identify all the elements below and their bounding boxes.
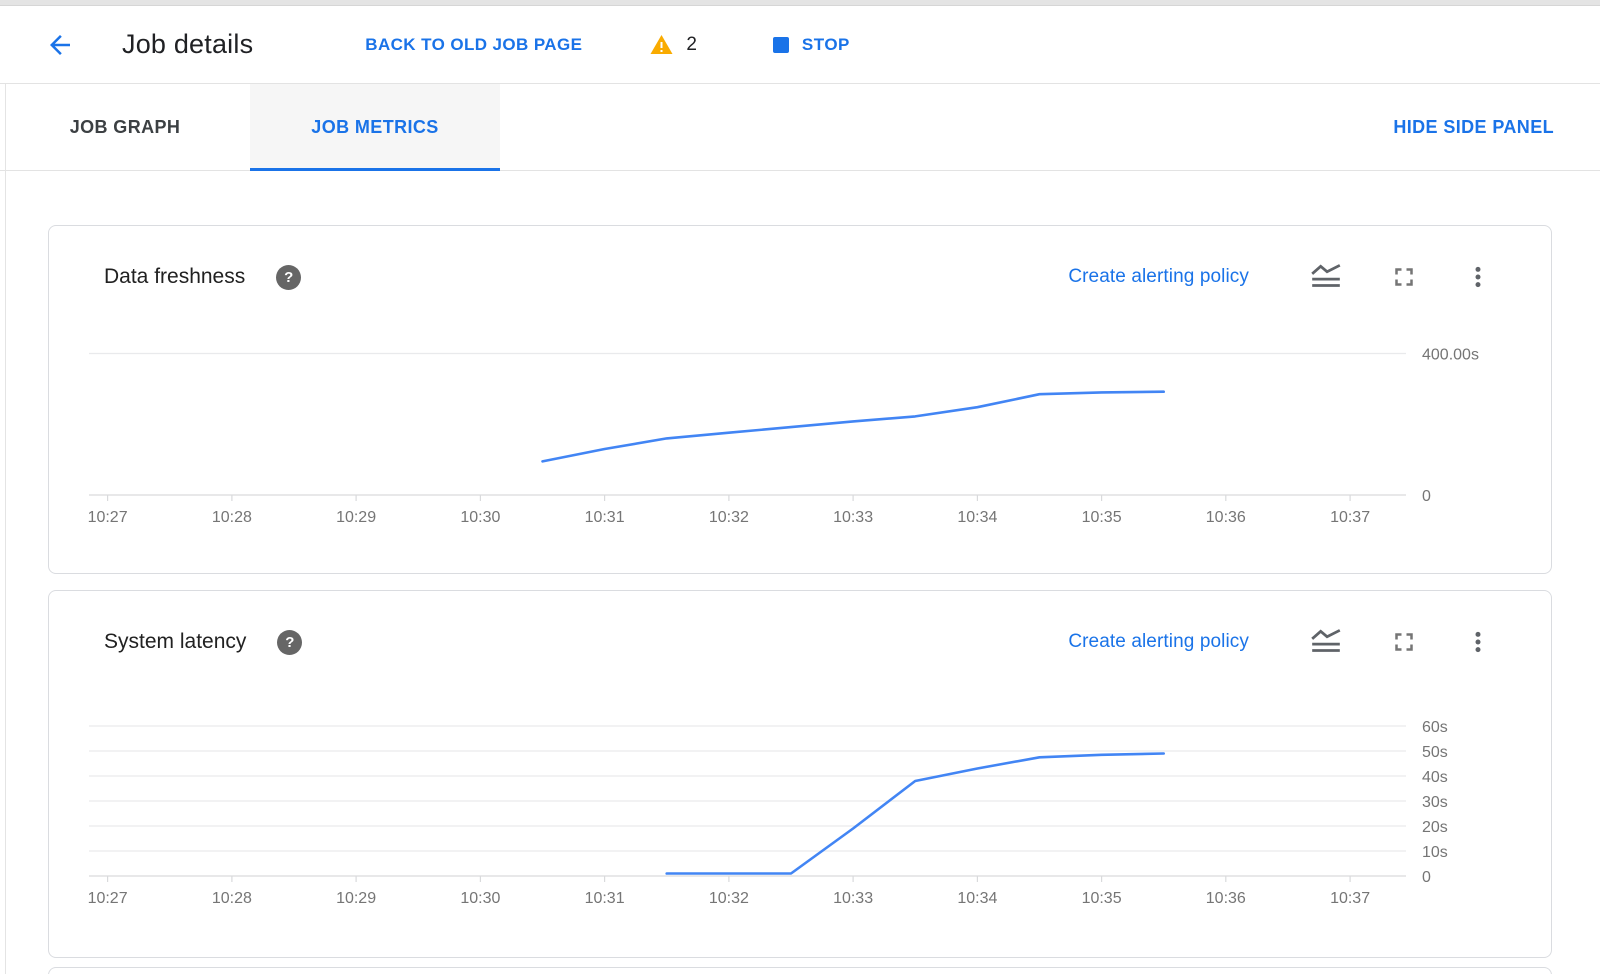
svg-text:40s: 40s (1422, 769, 1448, 786)
svg-text:10:29: 10:29 (336, 509, 376, 526)
svg-text:10:34: 10:34 (957, 890, 997, 907)
data-freshness-chart[interactable]: 400.00s 0 10:27 10:28 10:29 10:30 10:31 10:32 10… (49, 300, 1551, 542)
svg-text:10:28: 10:28 (212, 509, 252, 526)
svg-text:30s: 30s (1422, 794, 1448, 811)
svg-text:10:32: 10:32 (709, 509, 749, 526)
window-top-strip (0, 0, 1600, 6)
stop-icon (772, 36, 789, 53)
chart-actions: Create alerting policy (1068, 627, 1491, 657)
back-button[interactable] (44, 29, 76, 61)
fullscreen-button[interactable] (1389, 262, 1419, 292)
page-header: Job details BACK TO OLD JOB PAGE 2 STOP (0, 6, 1600, 83)
svg-text:10:31: 10:31 (585, 509, 625, 526)
hide-side-panel-link[interactable]: HIDE SIDE PANEL (1393, 116, 1554, 137)
svg-text:10:30: 10:30 (460, 509, 500, 526)
data-freshness-card-header: Data freshness ? Create alerting policy (49, 226, 1551, 292)
arrow-back-icon (45, 30, 75, 60)
help-icon[interactable]: ? (277, 629, 303, 655)
metrics-panel: Data freshness ? Create alerting policy (0, 171, 1600, 974)
svg-text:10:29: 10:29 (336, 890, 376, 907)
back-to-old-job-page-link[interactable]: BACK TO OLD JOB PAGE (365, 34, 583, 54)
chart-title: System latency (104, 630, 247, 653)
warnings-badge[interactable]: 2 (648, 33, 697, 57)
line-chart-icon (1309, 263, 1343, 291)
svg-text:10:34: 10:34 (957, 509, 997, 526)
system-latency-card-header: System latency ? Create alerting policy (49, 591, 1551, 657)
svg-text:10s: 10s (1422, 844, 1448, 861)
chart-style-button[interactable] (1309, 263, 1343, 291)
more-options-button[interactable] (1465, 628, 1491, 656)
svg-text:10:37: 10:37 (1330, 509, 1370, 526)
svg-text:10:27: 10:27 (88, 890, 128, 907)
create-alerting-policy-link[interactable]: Create alerting policy (1068, 631, 1249, 652)
tab-job-graph[interactable]: JOB GRAPH (0, 84, 250, 170)
line-chart-icon (1309, 628, 1343, 656)
svg-text:20s: 20s (1422, 819, 1448, 836)
system-latency-chart[interactable]: 60s 50s 40s 30s 20s 10s 0 10:27 10:28 10:29 10:30 1… (49, 665, 1551, 917)
chart-actions: Create alerting policy (1068, 262, 1491, 292)
fullscreen-button[interactable] (1389, 627, 1419, 657)
svg-text:10:28: 10:28 (212, 890, 252, 907)
svg-text:10:31: 10:31 (585, 890, 625, 907)
svg-text:10:27: 10:27 (88, 509, 128, 526)
svg-text:0: 0 (1422, 869, 1431, 886)
svg-text:10:35: 10:35 (1082, 890, 1122, 907)
warning-icon (648, 33, 675, 57)
svg-text:10:36: 10:36 (1206, 890, 1246, 907)
side-panel-divider (5, 84, 6, 974)
more-options-button[interactable] (1465, 263, 1491, 291)
svg-text:10:36: 10:36 (1206, 509, 1246, 526)
svg-text:10:35: 10:35 (1082, 509, 1122, 526)
chart-title: Data freshness (104, 265, 246, 288)
svg-text:10:30: 10:30 (460, 890, 500, 907)
page-title: Job details (122, 29, 254, 59)
more-vert-icon (1465, 628, 1491, 656)
svg-text:10:37: 10:37 (1330, 890, 1370, 907)
tab-job-metrics[interactable]: JOB METRICS (250, 84, 500, 171)
tab-job-metrics-label: JOB METRICS (311, 116, 439, 137)
tab-job-graph-label: JOB GRAPH (69, 116, 181, 137)
more-vert-icon (1465, 263, 1491, 291)
stop-button[interactable]: STOP (772, 34, 850, 55)
svg-text:400.00s: 400.00s (1422, 347, 1479, 364)
fullscreen-icon (1389, 262, 1419, 292)
next-card-top-edge (48, 967, 1552, 974)
svg-text:0: 0 (1422, 488, 1431, 505)
chart-style-button[interactable] (1309, 628, 1343, 656)
stop-label: STOP (801, 34, 850, 54)
create-alerting-policy-link[interactable]: Create alerting policy (1068, 266, 1249, 287)
svg-text:60s: 60s (1422, 719, 1448, 736)
tab-bar: JOB GRAPH JOB METRICS HIDE SIDE PANEL (0, 83, 1600, 171)
svg-text:10:33: 10:33 (833, 509, 873, 526)
data-freshness-card: Data freshness ? Create alerting policy (48, 225, 1552, 574)
svg-text:50s: 50s (1422, 744, 1448, 761)
help-icon[interactable]: ? (276, 264, 302, 290)
svg-text:10:32: 10:32 (709, 890, 749, 907)
fullscreen-icon (1389, 627, 1419, 657)
svg-text:10:33: 10:33 (833, 890, 873, 907)
system-latency-card: System latency ? Create alerting policy (48, 590, 1552, 958)
warning-count: 2 (686, 33, 697, 55)
